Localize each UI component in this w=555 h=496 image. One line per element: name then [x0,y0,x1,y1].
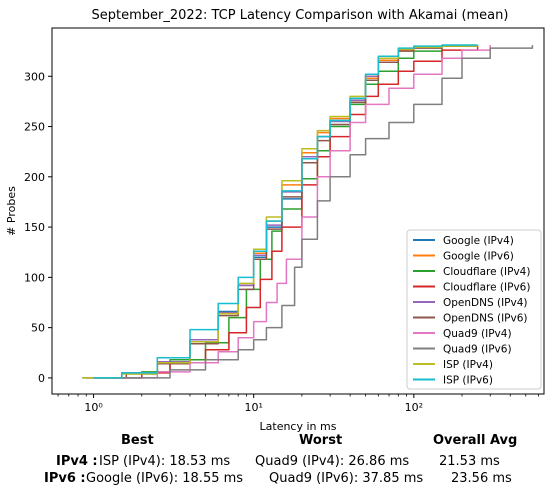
y-tick-label: 50 [31,322,45,335]
x-axis-label: Latency in ms [260,420,337,433]
legend-label: OpenDNS (IPv6) [443,313,528,325]
ipv4-row-label: IPv4 : [56,454,98,469]
summary-row-ipv6-label: IPv6 : [44,471,86,486]
summary-row-ipv6-worst: Quad9 (IPv6): 37.85 ms [269,471,424,486]
legend-label: Quad9 (IPv4) [443,328,512,340]
legend-label: Google (IPv4) [443,235,514,247]
legend-label: Google (IPv6) [443,251,514,263]
legend-box [406,229,542,390]
chart-title: September_2022: TCP Latency Comparison w… [92,8,509,23]
summary-header-worst: Worst [299,433,343,448]
x-tick-label: 10¹ [244,401,262,414]
summary-row-ipv4-label: IPv4 : [56,454,98,469]
series-line-quad9-ipv4 [121,45,491,379]
summary-header-avg: Overall Avg [433,433,518,448]
legend: Google (IPv4) Google (IPv6) Cloudflare (IP… [406,229,542,390]
axis-ticks: 0 50 100 150 200 250 300 10⁰ 10¹ 10² [24,70,539,414]
legend-label: ISP (IPv6) [443,375,493,387]
y-tick-label: 200 [24,171,45,184]
series-line-isp-ipv6 [93,44,478,379]
legend-label: OpenDNS (IPv4) [443,297,528,309]
y-tick-label: 100 [24,271,45,284]
y-tick-label: 150 [24,221,45,234]
plot-frame [51,27,545,395]
legend-label: Cloudflare (IPv6) [443,282,530,294]
series-line-quad9-ipv6 [121,45,534,379]
summary-row-ipv6-avg: 23.56 ms [451,471,512,486]
latency-cdf-chart: September_2022: TCP Latency Comparison w… [5,8,545,433]
series-layer [82,44,534,379]
summary-row-ipv4-worst: Quad9 (IPv4): 26.86 ms [255,454,410,469]
y-tick-label: 250 [24,121,45,134]
x-tick-label: 10⁰ [84,401,103,414]
y-axis-label: # Probes [5,186,18,236]
x-tick-label: 10² [405,401,423,414]
legend-label: ISP (IPv4) [443,359,493,371]
y-tick-label: 0 [38,372,45,385]
y-tick-label: 300 [24,70,45,83]
summary-header-best: Best [121,433,154,448]
legend-label: Cloudflare (IPv4) [443,266,530,278]
summary-row-ipv6-best: Google (IPv6): 18.55 ms [86,471,244,486]
ipv6-row-label: IPv6 : [44,471,86,486]
legend-label: Quad9 (IPv6) [443,344,512,356]
summary-row-ipv4-best: ISP (IPv4): 18.53 ms [99,454,231,469]
summary-row-ipv4-avg: 21.53 ms [439,454,500,469]
